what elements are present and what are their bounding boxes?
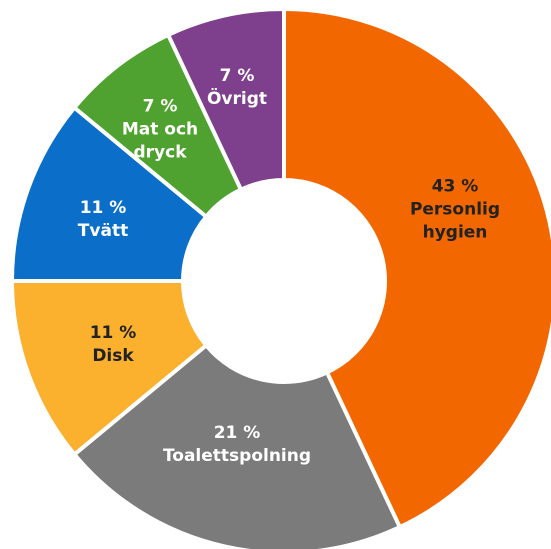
slice-label: 11 % Disk xyxy=(73,322,153,368)
category-label: Mat och dryck xyxy=(121,119,199,163)
value-label: 7 % xyxy=(219,66,255,86)
slice-label: 21 % Toalettspolning xyxy=(137,422,337,468)
value-label: 11 % xyxy=(89,323,137,343)
slice-label: 43 % Personlig hygien xyxy=(400,176,510,245)
category-label: Toalettspolning xyxy=(162,446,312,466)
category-label: Personlig hygien xyxy=(409,199,501,243)
donut-slice xyxy=(165,6,286,193)
slice-label: 11 % Tvätt xyxy=(63,197,143,243)
slice-label: 7 % Övrigt xyxy=(192,65,282,111)
donut-slice xyxy=(282,6,551,530)
category-label: Disk xyxy=(92,346,134,366)
value-label: 11 % xyxy=(79,198,127,218)
category-label: Övrigt xyxy=(206,89,268,109)
value-label: 43 % xyxy=(431,176,479,197)
value-label: 21 % xyxy=(213,423,261,443)
value-label: 7 % xyxy=(142,96,178,117)
donut-slice xyxy=(9,279,209,458)
donut-slice xyxy=(71,342,403,549)
donut-slice xyxy=(9,104,209,283)
category-label: Tvätt xyxy=(77,221,129,241)
slice-label: 7 % Mat och dryck xyxy=(115,96,205,165)
